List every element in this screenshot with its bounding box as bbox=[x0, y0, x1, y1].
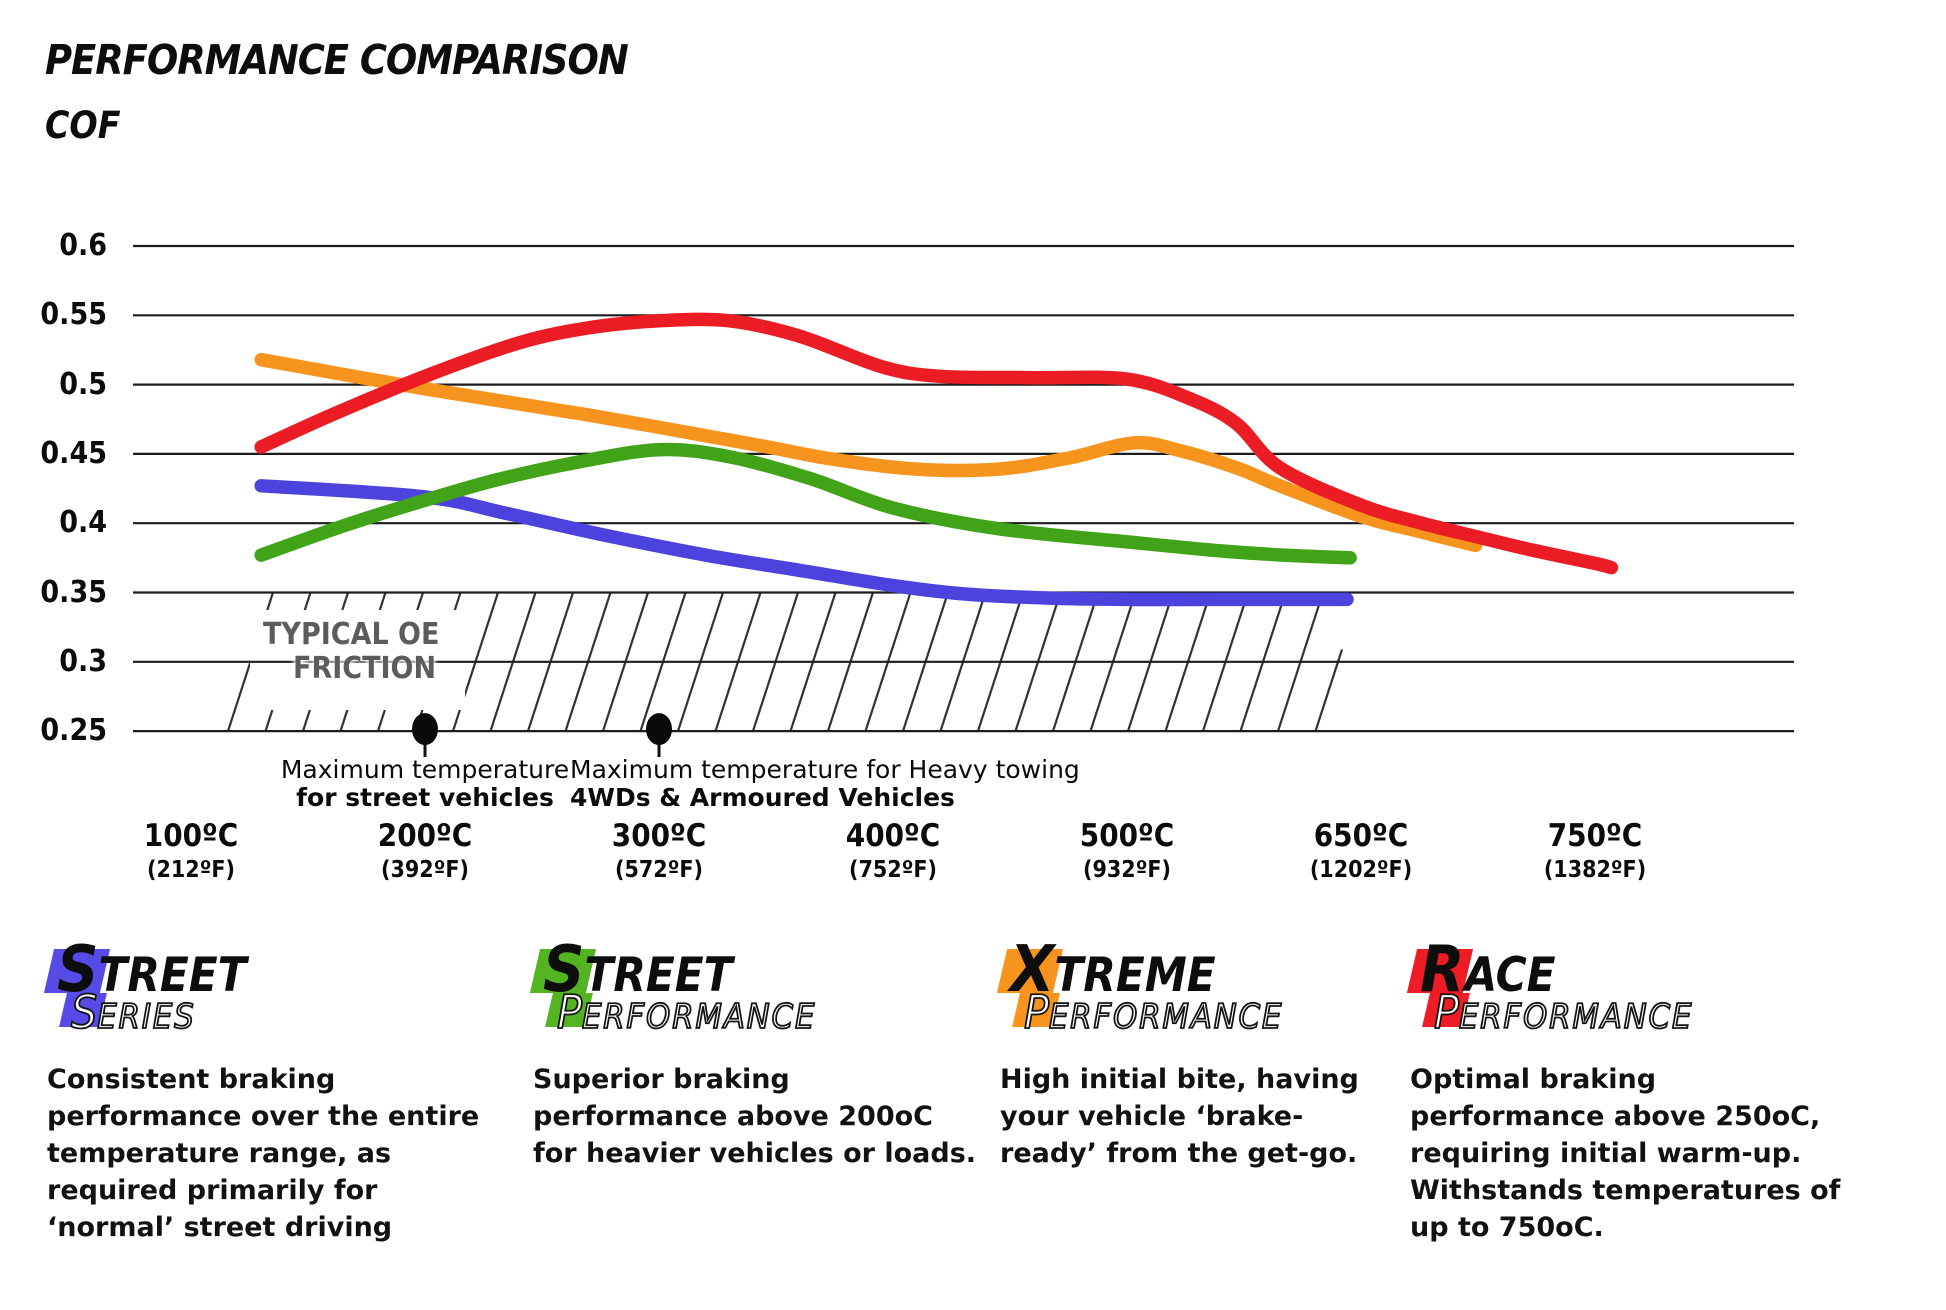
oe-hatch-line bbox=[1239, 592, 1287, 732]
annotation-line: 4WDs & Armoured Vehicles bbox=[570, 783, 955, 812]
logo-word1: TREME bbox=[1054, 948, 1216, 1003]
annotation-towing-max-temp: Maximum temperature for Heavy towing 4WD… bbox=[570, 756, 1080, 812]
x-tick-fahrenheit: (212ºF) bbox=[147, 857, 235, 883]
oe-hatch-line bbox=[526, 592, 575, 732]
logo-word2-initial: P bbox=[1433, 984, 1460, 1040]
x-tick-celsius: 300ºC bbox=[611, 818, 707, 854]
x-tick-celsius: 750ºC bbox=[1547, 818, 1643, 854]
x-tick-fahrenheit: (1202ºF) bbox=[1309, 857, 1413, 883]
oe-friction-line2: FRICTION bbox=[293, 651, 437, 686]
annotation-line: Maximum temperature for Heavy towing bbox=[570, 755, 1080, 784]
oe-hatch-line bbox=[1089, 592, 1137, 732]
oe-hatch-line bbox=[601, 592, 650, 732]
logo-word1-initial: S bbox=[57, 933, 99, 1007]
logo-word2: ERFORMANCE bbox=[1458, 996, 1694, 1038]
y-axis-title: COF bbox=[45, 104, 121, 147]
series-street-performance bbox=[254, 442, 1357, 565]
oe-hatch-line bbox=[1276, 592, 1325, 732]
annotation-street-max-temp: Maximum temperature for street vehicles bbox=[281, 756, 569, 812]
x-tick-celsius: 200ºC bbox=[377, 818, 473, 854]
x-tick-fahrenheit: (932ºF) bbox=[1083, 857, 1171, 883]
series-street-series bbox=[254, 479, 1354, 607]
series-race-performance bbox=[254, 312, 1619, 575]
x-tick-celsius: 400ºC bbox=[845, 818, 941, 854]
logo-word1-initial: R bbox=[1420, 933, 1465, 1007]
oe-hatch-line bbox=[976, 592, 1025, 732]
logo-word2-initial: S bbox=[70, 984, 98, 1040]
oe-hatch-line bbox=[714, 592, 762, 732]
logo-word1: ACE bbox=[1464, 948, 1556, 1003]
x-tick: 200ºC (392ºF) bbox=[378, 818, 472, 883]
x-tick: 750ºC (1382ºF) bbox=[1544, 818, 1646, 883]
logo-word1-initial: X bbox=[1010, 933, 1055, 1007]
x-tick: 650ºC (1202ºF) bbox=[1310, 818, 1412, 883]
oe-hatch-line bbox=[1051, 592, 1100, 732]
oe-hatch-line bbox=[864, 592, 912, 732]
x-tick-fahrenheit: (392ºF) bbox=[381, 857, 469, 883]
y-tick-label: 0.3 bbox=[59, 644, 107, 679]
legend-description: High initial bite, having your vehicle ‘… bbox=[1000, 1064, 1359, 1169]
logo-word2-initial: P bbox=[1023, 984, 1050, 1040]
oe-hatch-line bbox=[451, 592, 500, 732]
legend-description: Superior braking performance above 200oC… bbox=[533, 1064, 977, 1169]
logo-word2-initial: P bbox=[556, 984, 583, 1040]
x-tick-celsius: 650ºC bbox=[1313, 818, 1409, 854]
annotation-dot bbox=[412, 713, 438, 746]
x-tick-celsius: 500ºC bbox=[1079, 818, 1175, 854]
oe-hatch-line bbox=[1126, 592, 1175, 732]
oe-hatch-line bbox=[1314, 649, 1344, 732]
y-tick-label: 0.4 bbox=[59, 505, 107, 540]
oe-hatch-line bbox=[676, 592, 725, 732]
x-tick-fahrenheit: (572ºF) bbox=[615, 857, 703, 883]
y-tick-label: 0.35 bbox=[40, 575, 107, 610]
y-tick-label: 0.6 bbox=[59, 228, 107, 263]
x-tick: 100ºC (212ºF) bbox=[144, 818, 238, 883]
oe-friction-label: TYPICAL OE FRICTION bbox=[263, 618, 439, 686]
x-tick: 400ºC (752ºF) bbox=[846, 818, 940, 883]
logo-word1: TREET bbox=[584, 948, 733, 1003]
oe-hatch-line bbox=[939, 592, 987, 732]
logo-word2: ERFORMANCE bbox=[581, 996, 817, 1038]
x-tick-celsius: 100ºC bbox=[143, 818, 239, 854]
legend-description: Optimal braking performance above 250oC,… bbox=[1410, 1064, 1841, 1243]
oe-hatch-line bbox=[826, 592, 875, 732]
logo-word1-initial: S bbox=[543, 933, 585, 1007]
page-title: PERFORMANCE COMPARISON bbox=[45, 36, 629, 84]
oe-hatch-line bbox=[789, 592, 837, 732]
x-tick-fahrenheit: (1382ºF) bbox=[1543, 857, 1647, 883]
y-tick-label: 0.25 bbox=[40, 713, 107, 748]
x-tick: 300ºC (572ºF) bbox=[612, 818, 706, 883]
x-tick: 500ºC (932ºF) bbox=[1080, 818, 1174, 883]
oe-hatch-line bbox=[639, 592, 687, 732]
annotation-line: for street vehicles bbox=[296, 783, 554, 812]
y-tick-label: 0.55 bbox=[40, 297, 107, 332]
annotation-dot bbox=[646, 713, 672, 746]
y-tick-label: 0.5 bbox=[59, 367, 107, 402]
y-tick-label: 0.45 bbox=[40, 436, 107, 471]
x-tick-fahrenheit: (752ºF) bbox=[849, 857, 937, 883]
logo-word1: TREET bbox=[98, 948, 247, 1003]
logo-word2: ERIES bbox=[96, 996, 196, 1038]
annotation-line: Maximum temperature bbox=[280, 755, 570, 784]
oe-hatch-line bbox=[1164, 592, 1212, 732]
series-xtreme-performance bbox=[254, 352, 1483, 553]
oe-hatch-line bbox=[1014, 592, 1062, 732]
oe-friction-line1: TYPICAL OE bbox=[263, 617, 440, 652]
oe-hatch-line bbox=[751, 592, 800, 732]
oe-hatch-line bbox=[901, 592, 950, 732]
oe-hatch-line bbox=[1201, 592, 1250, 732]
legend-description: Consistent braking performance over the … bbox=[47, 1064, 480, 1243]
oe-hatch-line bbox=[489, 592, 537, 732]
oe-hatch-line bbox=[564, 592, 612, 732]
logo-word2: ERFORMANCE bbox=[1048, 996, 1284, 1038]
